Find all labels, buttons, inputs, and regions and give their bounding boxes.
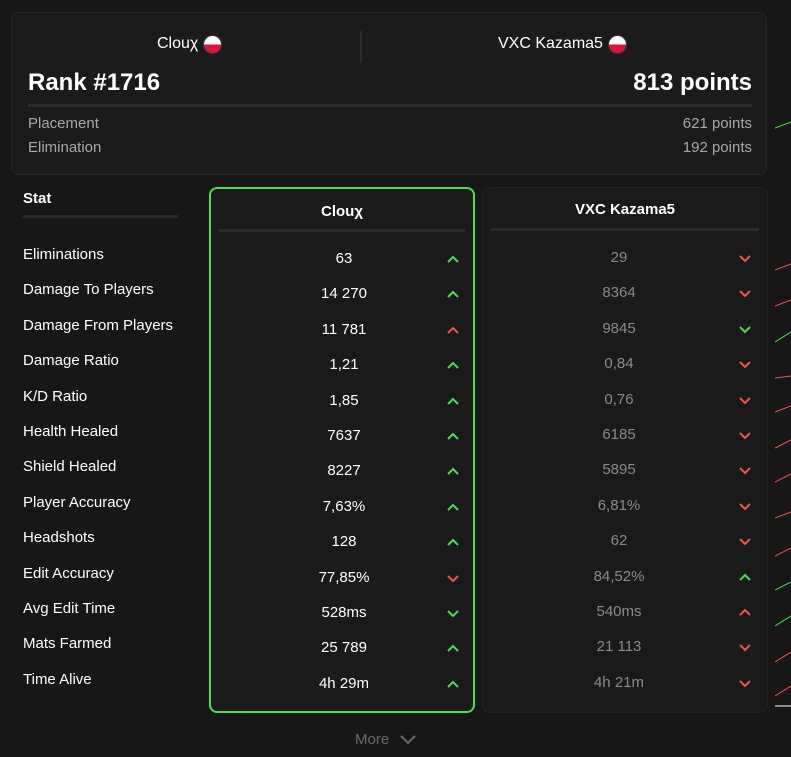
stat-label: Mats Farmed <box>23 635 112 653</box>
chevron-down-icon <box>400 734 416 744</box>
more-button[interactable]: More <box>355 731 417 748</box>
comparison-summary-card: Clouχ VXC Kazama5 Rank #1716 813 points … <box>11 12 767 175</box>
chevron-up-icon <box>447 431 459 441</box>
player1-stat-value: 11 781 <box>321 320 367 338</box>
player1-column-header: Clouχ <box>219 189 465 232</box>
player1-stat-value: 128 <box>331 533 357 551</box>
chevron-down-icon <box>739 536 751 546</box>
player2-stat-value: 0,84 <box>604 355 634 373</box>
player1-stat-value: 77,85% <box>318 568 370 586</box>
player2-stat-value: 6185 <box>602 426 636 443</box>
chevron-down-icon <box>739 430 751 440</box>
stat-label: Edit Accuracy <box>23 564 114 582</box>
stat-label: Damage To Players <box>23 281 154 299</box>
stat-label: Avg Edit Time <box>23 600 116 617</box>
chevron-down-icon <box>739 501 751 511</box>
stat-label: K/D Ratio <box>23 387 88 405</box>
stat-label: Player Accuracy <box>23 493 131 511</box>
breakdown-row-elimination: Elimination 192 points <box>28 139 752 156</box>
chevron-down-icon <box>739 324 751 334</box>
chevron-down-icon <box>739 465 751 475</box>
chevron-down-icon <box>739 253 751 263</box>
stat-label: Headshots <box>23 529 95 547</box>
breakdown-value: 192 points <box>682 139 752 156</box>
player2-stat-value: 0,76 <box>604 390 634 408</box>
stat-label: Damage From Players <box>23 316 174 334</box>
chevron-up-icon <box>447 679 459 689</box>
player2-stat-value: 21 113 <box>596 638 642 656</box>
player1-stat-value: 7637 <box>327 427 361 444</box>
breakdown-row-placement: Placement 621 points <box>28 115 752 132</box>
chevron-down-icon <box>739 678 751 688</box>
player2-stat-value: 8364 <box>602 284 636 302</box>
stat-label: Shield Healed <box>23 458 117 476</box>
total-points: 813 points <box>633 69 752 96</box>
chevron-up-icon <box>739 572 751 582</box>
player1-stat-value: 63 <box>335 250 353 267</box>
chevron-up-icon <box>447 537 459 547</box>
chevron-up-icon <box>447 360 459 370</box>
chevron-up-icon <box>447 254 459 264</box>
player2-stat-value: 62 <box>610 532 628 550</box>
player2-stat-value: 9845 <box>602 319 636 337</box>
player1-name-link[interactable]: Clouχ <box>157 35 222 53</box>
player2-stat-value: 5895 <box>602 461 636 479</box>
player2-stat-value: 540ms <box>596 603 642 620</box>
player2-stat-value: 84,52% <box>593 567 645 585</box>
player1-stats-column: Clouχ 63 14 270 11 781 1,21 1,85 7637 8227 7,63… <box>209 187 475 713</box>
chevron-down-icon <box>739 642 751 652</box>
stat-label: Damage Ratio <box>23 352 119 370</box>
chevron-up-icon <box>447 396 459 406</box>
chevron-up-icon <box>739 607 751 617</box>
player2-stats-column: VXC Kazama5 29 8364 9845 0,84 0,76 6185 5895 6,… <box>482 187 768 713</box>
chevron-down-icon <box>447 573 459 583</box>
more-label: More <box>355 731 390 748</box>
stat-labels-column: Stat Eliminations Damage To Players Damage… <box>23 188 178 688</box>
player1-name: Clouχ <box>157 35 199 52</box>
breakdown-label: Elimination <box>28 139 102 156</box>
player1-stat-value: 528ms <box>321 604 367 621</box>
player1-stat-value: 7,63% <box>322 497 366 515</box>
players-divider <box>360 31 362 63</box>
player2-stat-value: 29 <box>610 249 628 266</box>
chevron-down-icon <box>739 395 751 405</box>
poland-flag-icon <box>204 35 222 53</box>
player2-name: VXC Kazama5 <box>498 35 603 52</box>
player1-stat-value: 8227 <box>327 462 361 480</box>
player1-stat-value: 1,21 <box>329 356 359 374</box>
player1-stat-value: 1,85 <box>329 391 359 409</box>
breakdown-value: 621 points <box>682 115 752 132</box>
players-header: Clouχ VXC Kazama5 <box>12 31 766 63</box>
poland-flag-icon <box>608 35 626 53</box>
adjacent-column-edge <box>775 121 791 707</box>
player2-stat-value: 4h 21m <box>593 673 645 691</box>
rank-label: Rank #1716 <box>28 69 161 96</box>
stat-label: Eliminations <box>23 246 104 263</box>
chevron-up-icon <box>447 325 459 335</box>
chevron-down-icon <box>739 359 751 369</box>
player2-column-header: VXC Kazama5 <box>491 188 759 231</box>
summary-divider <box>28 104 752 107</box>
chevron-down-icon <box>739 288 751 298</box>
stat-label: Time Alive <box>23 670 92 688</box>
player2-name-link[interactable]: VXC Kazama5 <box>498 35 626 53</box>
chevron-up-icon <box>447 466 459 476</box>
chevron-up-icon <box>447 289 459 299</box>
player1-stat-value: 4h 29m <box>318 674 370 692</box>
player1-stat-value: 14 270 <box>321 285 367 303</box>
stat-column-header: Stat <box>23 188 178 218</box>
chevron-up-icon <box>447 502 459 512</box>
chevron-down-icon <box>447 608 459 618</box>
player1-stat-value: 25 789 <box>321 639 367 657</box>
player2-stat-value: 6,81% <box>597 496 641 514</box>
stat-label: Health Healed <box>23 423 119 440</box>
breakdown-label: Placement <box>28 115 99 132</box>
chevron-up-icon <box>447 643 459 653</box>
